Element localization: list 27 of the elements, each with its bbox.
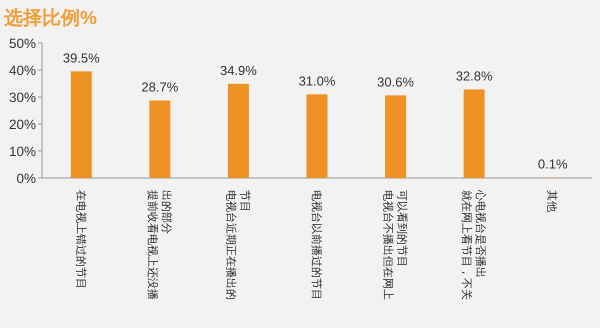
x-tick-label: 电视台以前播过的节目 [310, 190, 323, 300]
bar [306, 94, 328, 178]
data-label: 39.5% [62, 50, 100, 66]
chart-title: 选择比例% [3, 7, 97, 29]
data-label: 30.6% [377, 74, 414, 90]
data-label: 31.0% [298, 73, 336, 88]
data-label: 0.1% [538, 156, 568, 172]
x-tick-label: 其他 [546, 190, 559, 212]
data-label: 34.9% [220, 62, 258, 78]
data-label: 32.8% [456, 68, 494, 84]
bar [385, 95, 406, 178]
bar [149, 100, 170, 178]
bar [70, 71, 92, 178]
x-tick-label: 电视台不播出但在网上可以看到的节目 [382, 190, 409, 300]
y-tick-label: 0% [16, 171, 36, 186]
x-tick-label: 提前收看电视上还没播出的部分 [146, 190, 173, 300]
data-label: 28.7% [141, 80, 179, 95]
x-tick-label: 电视台近期正在播出的节目 [224, 190, 252, 300]
y-tick-label: 30% [8, 90, 36, 105]
y-tick-label: 50% [8, 36, 36, 51]
bar [228, 84, 249, 178]
bar [464, 89, 485, 178]
x-tick-label: 就在网上看节目，不关心电视台是否播出 [460, 189, 488, 300]
y-tick-label: 20% [8, 117, 36, 132]
y-tick-label: 10% [8, 144, 36, 159]
y-tick-label: 40% [8, 63, 36, 78]
x-tick-label: 在电视上错过的节目 [74, 190, 88, 289]
